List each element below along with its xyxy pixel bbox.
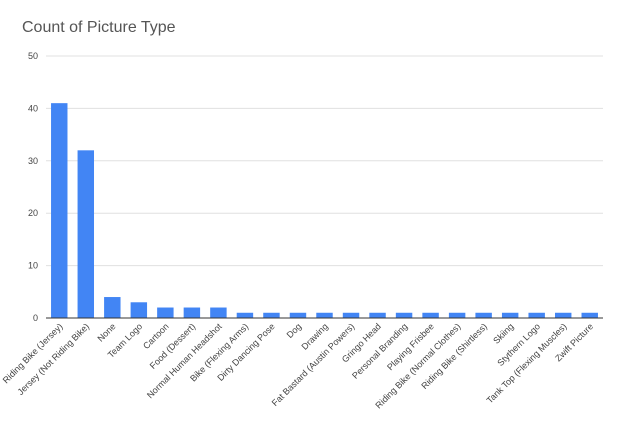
bar — [369, 312, 386, 318]
bar — [554, 312, 572, 318]
y-tick-label: 20 — [28, 208, 38, 218]
bar — [210, 307, 227, 318]
bar — [448, 312, 466, 318]
bar — [528, 312, 545, 318]
bar — [183, 307, 201, 318]
y-tick-label: 10 — [28, 261, 38, 271]
bar — [475, 312, 492, 318]
y-tick-label: 40 — [28, 103, 38, 113]
bar — [289, 312, 307, 318]
bar — [342, 312, 360, 318]
bar — [236, 312, 254, 318]
bar — [581, 312, 598, 318]
bar — [130, 302, 148, 318]
x-tick-label: None — [95, 321, 117, 343]
x-tick-label: Playing Frisbee — [385, 321, 436, 372]
bar — [51, 103, 68, 318]
y-tick-label: 0 — [33, 313, 38, 323]
chart-title: Count of Picture Type — [22, 19, 176, 36]
y-tick-label: 30 — [28, 156, 38, 166]
bar — [316, 312, 333, 318]
bar — [501, 312, 519, 318]
bar — [77, 150, 95, 318]
bar — [422, 312, 439, 318]
x-tick-label: Dog — [285, 321, 304, 340]
bar — [263, 312, 280, 318]
y-tick-label: 50 — [28, 51, 38, 61]
bar — [395, 312, 413, 318]
bar — [157, 307, 174, 318]
bar — [104, 297, 121, 318]
x-tick-label: Skiing — [491, 321, 515, 345]
